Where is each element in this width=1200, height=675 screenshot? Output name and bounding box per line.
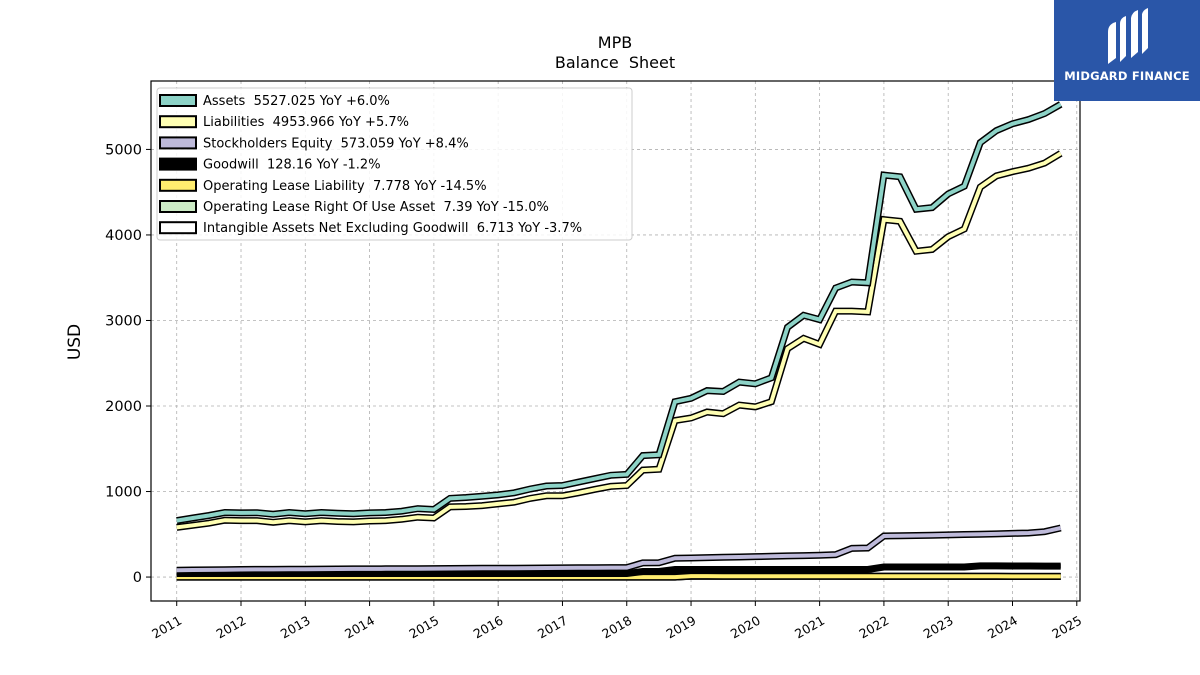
plot-area: 0 1000 2000 3000 4000 5000 2011 2012 2013 2014 201… [105,80,1084,642]
y-tick-label: 5000 [105,142,142,158]
plot-frame [150,80,1081,602]
series-line-assets [176,102,1062,523]
legend-label: Assets 5527.025 YoY +6.0% [203,94,390,109]
x-tick-label: 2014 [342,613,377,642]
legend-swatch [159,178,197,192]
legend-swatch [159,157,197,171]
y-axis-label: USD [65,324,85,360]
legend-swatch [159,136,197,150]
series-line-liabilities [176,151,1062,530]
legend-swatch [159,94,197,107]
x-tick-label: 2016 [471,613,506,642]
legend-label: Liabilities 4953.966 YoY +5.7% [203,115,409,130]
legend-label: Operating Lease Liability 7.778 YoY -14.… [203,179,487,194]
y-tick-label: 0 [133,570,142,586]
y-tick-label: 2000 [105,399,142,415]
x-tick-label: 2020 [728,613,763,642]
brand-mark-icon [1108,8,1148,64]
x-tick-label: 2012 [213,613,248,642]
series-line-operating-lease-liability [176,574,1061,580]
x-tick-label: 2013 [278,613,313,642]
legend-swatch [159,200,197,213]
y-tick-label: 4000 [105,228,142,244]
chart-title: MPB [598,33,632,52]
x-tick-label: 2019 [663,613,698,642]
x-tick-label: 2015 [406,613,441,642]
chart-subtitle: Balance Sheet [555,53,675,72]
legend-label: Stockholders Equity 573.059 YoY +8.4% [203,136,469,151]
legend-swatch [159,221,197,235]
series-line-goodwill [176,563,1061,576]
y-tick-label: 1000 [105,485,142,501]
legend: Assets 5527.025 YoY +6.0% Liabilities 495… [156,87,633,241]
x-tick-label: 2022 [856,613,891,642]
brand-name: MIDGARD FINANCE [1064,69,1190,83]
x-tick-label: 2018 [599,613,634,642]
x-tick-label: 2011 [149,613,184,642]
brand-logo: MIDGARD FINANCE [1054,0,1200,101]
x-tick-label: 2023 [921,613,956,642]
legend-label: Operating Lease Right Of Use Asset 7.39 … [203,200,549,215]
y-tick-label: 3000 [105,313,142,329]
legend-label: Intangible Assets Net Excluding Goodwill… [203,221,582,236]
x-tick-label: 2025 [1049,613,1084,642]
legend-box [156,87,633,241]
series-line-stockholders-equity [176,526,1062,573]
x-tick-label: 2024 [985,613,1020,642]
x-tick-label: 2017 [535,613,570,642]
legend-label: Goodwill 128.16 YoY -1.2% [203,158,381,173]
legend-swatch [159,115,197,129]
x-tick-label: 2021 [792,613,827,642]
